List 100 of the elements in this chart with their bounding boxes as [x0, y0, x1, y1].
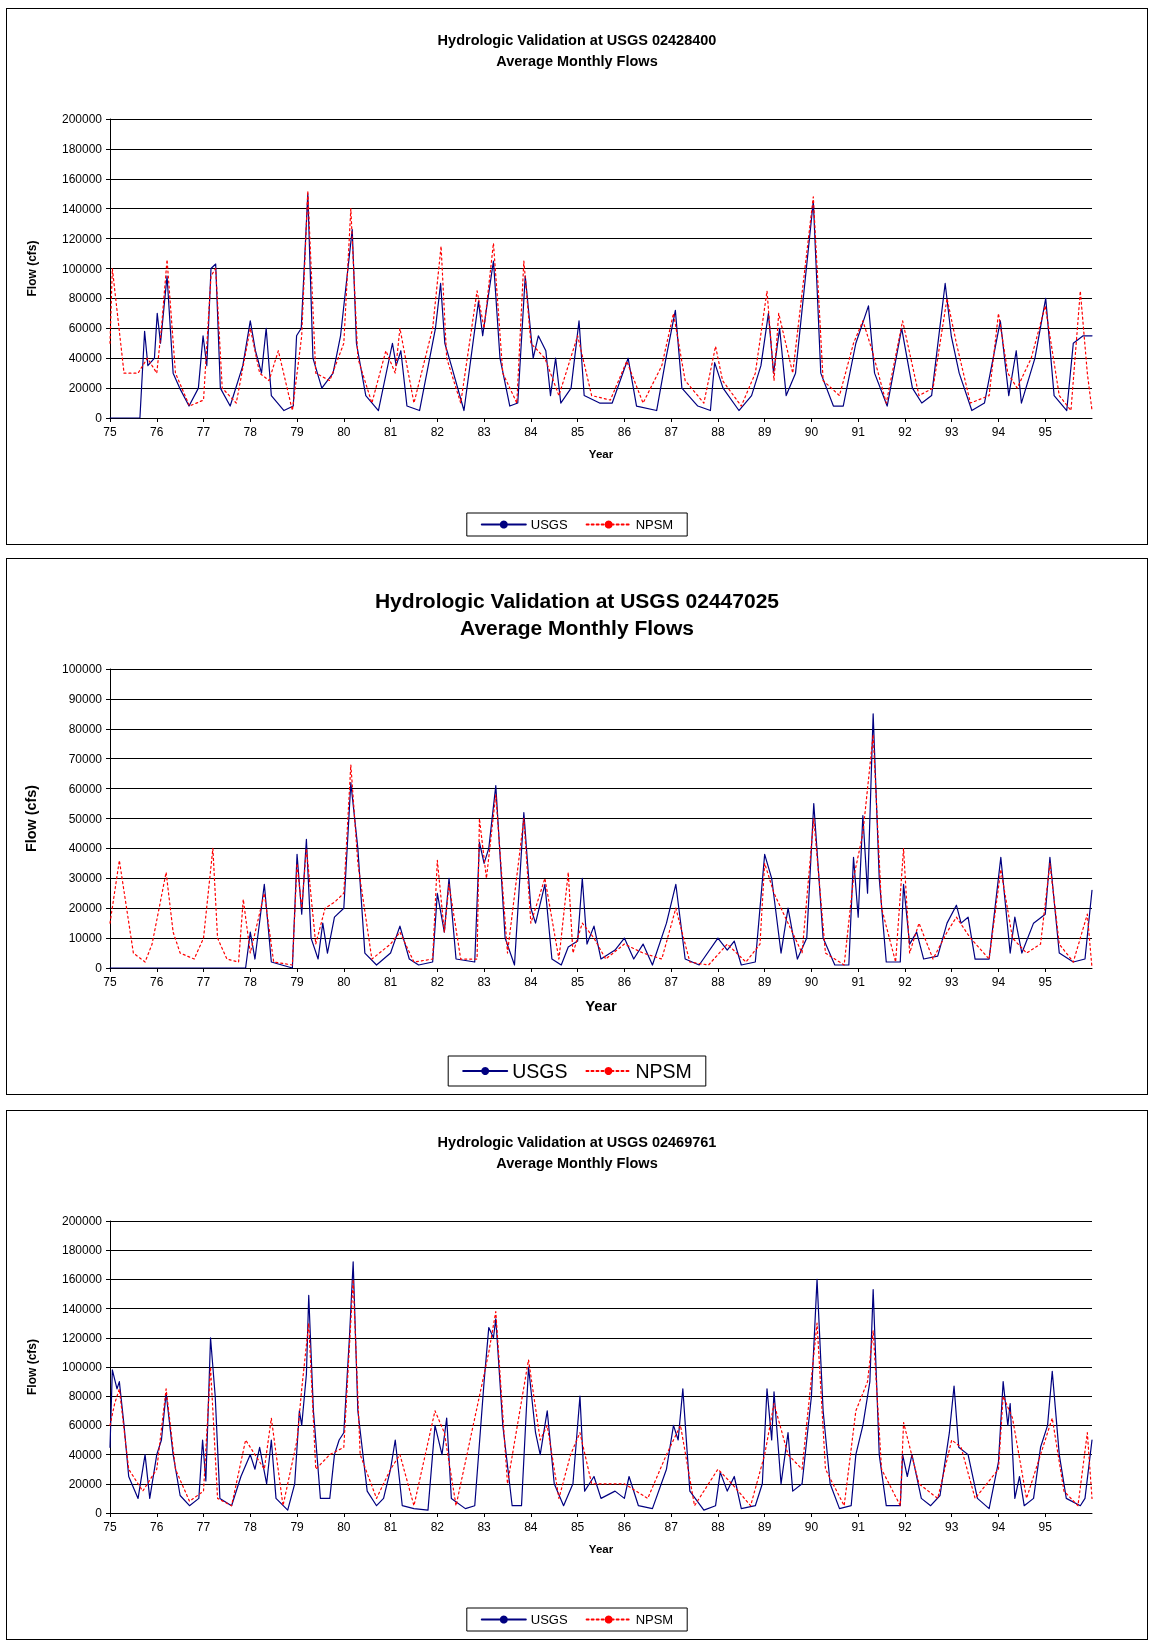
- y-tick-label: 80000: [68, 1389, 103, 1404]
- x-tick-label: 90: [804, 975, 819, 989]
- y-tick-label: 40000: [68, 841, 103, 856]
- legend-label: USGS: [512, 1060, 568, 1082]
- y-tick-label: 160000: [61, 1272, 103, 1287]
- x-tick-label: 94: [991, 1520, 1006, 1534]
- x-tick-label: 87: [664, 975, 679, 989]
- x-axis-title: Year: [588, 1543, 614, 1555]
- legend-label: NPSM: [635, 1060, 692, 1082]
- chart-subtitle: Average Monthly Flows: [496, 52, 658, 69]
- x-tick-label: 94: [991, 425, 1006, 439]
- x-tick-label: 81: [383, 1520, 398, 1534]
- x-tick-label: 82: [430, 975, 445, 989]
- y-tick-label: 70000: [68, 751, 103, 766]
- x-tick-label: 78: [243, 975, 258, 989]
- x-tick-label: 79: [290, 425, 305, 439]
- chart-title: Hydrologic Validation at USGS 02469761: [437, 1133, 717, 1150]
- y-tick-label: 160000: [61, 171, 103, 186]
- x-tick-label: 82: [430, 1520, 445, 1534]
- x-tick-label: 87: [664, 425, 679, 439]
- y-tick-label: 10000: [68, 931, 103, 946]
- x-tick-label: 89: [757, 975, 772, 989]
- x-tick-label: 90: [804, 1520, 819, 1534]
- x-tick-label: 86: [617, 425, 632, 439]
- x-tick-label: 80: [337, 425, 351, 439]
- x-tick-label: 86: [617, 1520, 632, 1534]
- x-tick-label: 82: [430, 425, 445, 439]
- x-tick-label: 83: [477, 975, 492, 989]
- x-tick-label: 91: [851, 425, 866, 439]
- x-tick-label: 89: [757, 425, 772, 439]
- x-tick-label: 77: [196, 1520, 211, 1534]
- y-tick-label: 80000: [68, 291, 103, 306]
- x-tick-label: 91: [851, 1520, 866, 1534]
- legend-label: USGS: [530, 1612, 568, 1627]
- x-tick-label: 79: [290, 1520, 305, 1534]
- x-tick-label: 75: [103, 1520, 117, 1534]
- y-tick-label: 60000: [68, 781, 103, 796]
- x-tick-label: 83: [477, 425, 492, 439]
- x-tick-label: 80: [337, 1520, 351, 1534]
- x-tick-label: 84: [524, 425, 538, 439]
- y-axis-title: Flow (cfs): [25, 1339, 39, 1395]
- x-tick-label: 93: [945, 975, 959, 989]
- x-tick-label: 92: [898, 1520, 912, 1534]
- y-tick-label: 0: [95, 961, 103, 975]
- x-tick-label: 86: [617, 975, 632, 989]
- x-tick-label: 75: [103, 975, 117, 989]
- y-axis-title: Flow (cfs): [23, 784, 39, 853]
- legend-label: NPSM: [635, 1612, 674, 1627]
- x-tick-label: 93: [945, 425, 959, 439]
- y-tick-label: 60000: [68, 321, 103, 336]
- y-tick-label: 100000: [61, 1360, 103, 1374]
- x-tick-label: 81: [383, 975, 398, 989]
- x-tick-label: 78: [243, 1520, 258, 1534]
- x-tick-label: 90: [804, 425, 819, 439]
- x-tick-label: 93: [945, 1520, 959, 1534]
- y-tick-label: 40000: [68, 1447, 103, 1462]
- x-tick-label: 95: [1038, 1520, 1053, 1534]
- x-tick-label: 76: [150, 425, 164, 439]
- y-tick-label: 100000: [61, 261, 103, 276]
- legend-label: USGS: [530, 517, 568, 532]
- y-tick-label: 50000: [68, 811, 103, 826]
- y-tick-label: 200000: [61, 1214, 103, 1228]
- x-tick-label: 77: [196, 425, 211, 439]
- x-tick-label: 79: [290, 975, 305, 989]
- x-tick-label: 78: [243, 425, 258, 439]
- y-tick-label: 200000: [61, 112, 103, 126]
- chart-subtitle: Average Monthly Flows: [460, 616, 694, 640]
- x-tick-label: 76: [150, 1520, 164, 1534]
- y-axis-title: Flow (cfs): [25, 240, 39, 297]
- x-tick-label: 75: [103, 425, 117, 439]
- x-tick-label: 92: [898, 975, 912, 989]
- x-tick-label: 92: [898, 425, 912, 439]
- x-tick-label: 76: [150, 975, 164, 989]
- y-tick-label: 0: [95, 411, 103, 425]
- x-tick-label: 81: [383, 425, 398, 439]
- y-tick-label: 20000: [68, 901, 103, 916]
- y-tick-label: 120000: [61, 1330, 103, 1345]
- x-tick-label: 88: [711, 1520, 725, 1534]
- y-tick-label: 100000: [61, 662, 103, 676]
- x-axis-title: Year: [585, 997, 617, 1014]
- x-tick-label: 95: [1038, 975, 1053, 989]
- chart-subtitle: Average Monthly Flows: [496, 1154, 658, 1171]
- chart-title: Hydrologic Validation at USGS 02447025: [374, 589, 780, 613]
- legend-label: NPSM: [635, 517, 674, 532]
- x-tick-label: 95: [1038, 425, 1053, 439]
- x-tick-label: 88: [711, 425, 725, 439]
- x-tick-label: 85: [570, 425, 585, 439]
- x-tick-label: 80: [337, 975, 351, 989]
- y-tick-label: 20000: [68, 381, 103, 396]
- y-tick-label: 140000: [61, 201, 103, 216]
- y-tick-label: 120000: [61, 231, 103, 246]
- x-tick-label: 88: [711, 975, 725, 989]
- x-tick-label: 94: [991, 975, 1006, 989]
- y-tick-label: 140000: [61, 1301, 103, 1316]
- x-tick-label: 91: [851, 975, 866, 989]
- x-tick-label: 84: [524, 975, 538, 989]
- y-tick-label: 180000: [61, 141, 103, 156]
- x-tick-label: 85: [570, 1520, 585, 1534]
- y-tick-label: 180000: [61, 1243, 103, 1258]
- y-tick-label: 20000: [68, 1476, 103, 1491]
